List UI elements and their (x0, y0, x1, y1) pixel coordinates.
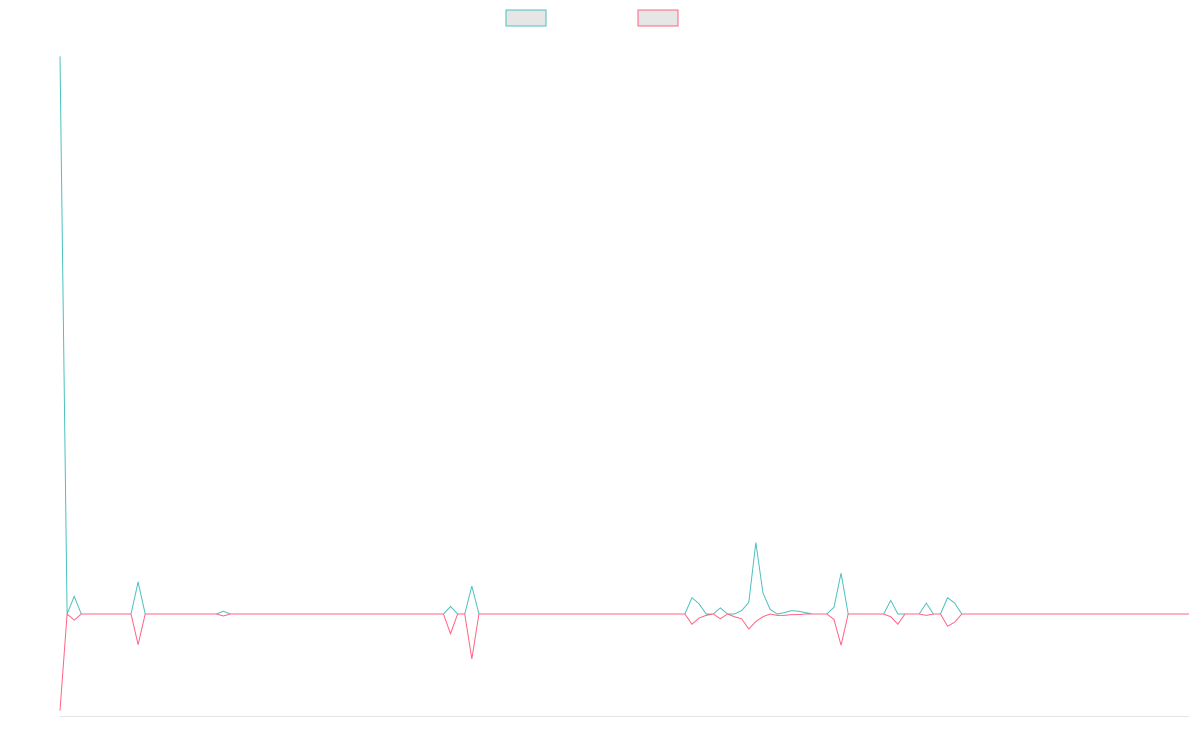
legend-swatch[interactable] (637, 9, 679, 27)
series-layer (59, 56, 1189, 711)
series-line (59, 612, 1189, 711)
legend-item-2[interactable] (637, 9, 679, 27)
series-2 (59, 612, 1189, 711)
legend-swatch[interactable] (505, 9, 547, 27)
chart-legend[interactable] (505, 9, 679, 27)
series-line (59, 56, 1189, 615)
legend-item-1[interactable] (505, 9, 547, 27)
series-1 (59, 56, 1189, 615)
